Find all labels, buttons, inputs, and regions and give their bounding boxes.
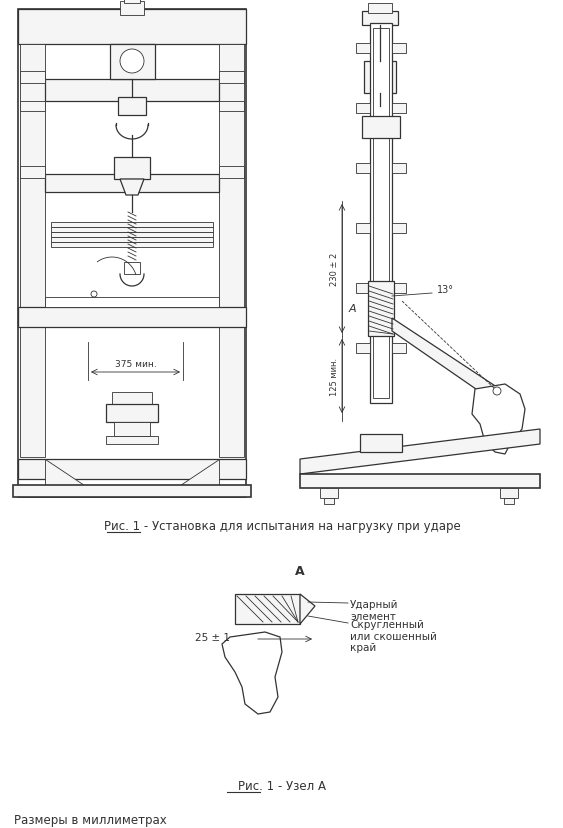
- Bar: [18, 10, 246, 45]
- Bar: [51, 223, 213, 228]
- Bar: [324, 498, 334, 504]
- Bar: [504, 498, 514, 504]
- Bar: [124, 262, 140, 275]
- Text: Рис. 1 - Узел А: Рис. 1 - Узел А: [238, 779, 326, 792]
- Text: А: А: [348, 304, 356, 314]
- Polygon shape: [472, 384, 525, 455]
- Text: 25 ± 1: 25 ± 1: [195, 633, 230, 643]
- Bar: [300, 474, 540, 489]
- Text: Размеры в миллиметрах: Размеры в миллиметрах: [14, 813, 167, 826]
- Polygon shape: [392, 319, 515, 416]
- Bar: [219, 166, 244, 179]
- Bar: [13, 485, 251, 498]
- Bar: [51, 243, 213, 248]
- Text: А: А: [295, 565, 305, 577]
- Bar: [51, 238, 213, 243]
- Bar: [18, 10, 246, 498]
- Polygon shape: [300, 595, 315, 624]
- Bar: [51, 228, 213, 233]
- Bar: [356, 104, 370, 114]
- Text: 13°: 13°: [437, 285, 454, 295]
- Bar: [370, 24, 392, 403]
- Bar: [219, 45, 244, 457]
- Bar: [364, 62, 396, 94]
- Bar: [392, 164, 406, 174]
- Bar: [45, 297, 219, 308]
- Bar: [356, 164, 370, 174]
- Bar: [219, 72, 244, 84]
- Bar: [51, 233, 213, 238]
- Polygon shape: [177, 460, 219, 488]
- Bar: [219, 102, 244, 112]
- Bar: [124, 0, 140, 4]
- Bar: [356, 344, 370, 354]
- Bar: [120, 2, 144, 16]
- Polygon shape: [45, 460, 87, 488]
- Text: 230 ± 2: 230 ± 2: [330, 253, 339, 286]
- Bar: [368, 4, 392, 14]
- Bar: [392, 104, 406, 114]
- Bar: [500, 489, 518, 498]
- Bar: [110, 45, 155, 80]
- Bar: [373, 29, 389, 398]
- Circle shape: [493, 388, 501, 396]
- Bar: [118, 98, 146, 116]
- Bar: [106, 436, 158, 445]
- Bar: [20, 45, 45, 457]
- Bar: [320, 489, 338, 498]
- Bar: [392, 44, 406, 54]
- Polygon shape: [222, 633, 282, 714]
- Bar: [18, 308, 246, 328]
- Bar: [114, 158, 150, 180]
- Bar: [235, 595, 300, 624]
- Bar: [20, 72, 45, 84]
- Text: Ударный
элемент: Ударный элемент: [350, 599, 399, 621]
- Bar: [20, 166, 45, 179]
- Polygon shape: [120, 180, 144, 195]
- Bar: [356, 224, 370, 233]
- Text: 375 мин.: 375 мин.: [115, 359, 157, 368]
- Bar: [45, 80, 219, 102]
- Bar: [392, 284, 406, 294]
- Bar: [18, 460, 246, 479]
- Bar: [106, 405, 158, 422]
- Text: 125 мин.: 125 мин.: [330, 358, 339, 396]
- Bar: [362, 117, 400, 139]
- Bar: [392, 344, 406, 354]
- Bar: [356, 44, 370, 54]
- Bar: [45, 175, 219, 193]
- Bar: [20, 102, 45, 112]
- Bar: [360, 435, 402, 452]
- Text: Рис. 1 - Установка для испытания на нагрузку при ударе: Рис. 1 - Установка для испытания на нагр…: [104, 519, 461, 532]
- Bar: [362, 12, 398, 26]
- Circle shape: [91, 291, 97, 297]
- Bar: [114, 422, 150, 436]
- Bar: [392, 224, 406, 233]
- Circle shape: [120, 50, 144, 74]
- Bar: [368, 282, 394, 337]
- Bar: [112, 392, 152, 405]
- Text: Скругленный
или скошенный
край: Скругленный или скошенный край: [350, 619, 437, 652]
- Polygon shape: [300, 430, 540, 474]
- Bar: [356, 284, 370, 294]
